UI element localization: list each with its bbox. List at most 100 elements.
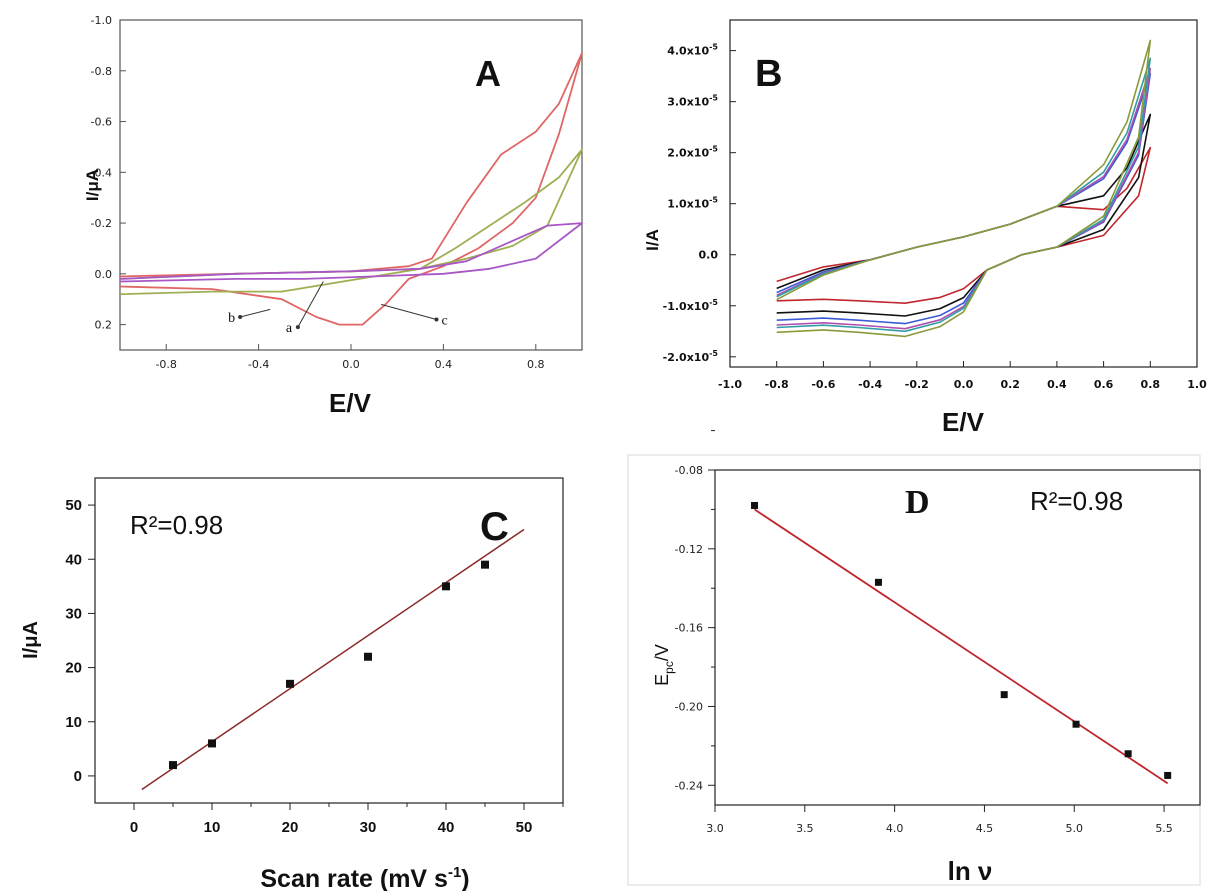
panel-c-xtick-label: 20 <box>282 819 299 836</box>
panel-d-ytick-label: -0.12 <box>675 543 703 556</box>
panel-b-ytick-label: 1.0x10-5 <box>667 196 718 211</box>
panel-b-xtick-label: 0.8 <box>1141 378 1161 391</box>
panel-c-data-point <box>169 761 177 770</box>
panel-d-xtick-label: 4.5 <box>976 822 994 835</box>
panel-c-data-point <box>364 652 372 661</box>
panel-d-ylabel-main: E <box>652 674 672 686</box>
panel-d-label: D <box>905 484 930 521</box>
panel-b-ytick-mantissa: 2.0x10 <box>667 147 709 160</box>
panel-b-xtick-label: 0.4 <box>1047 378 1067 391</box>
panel-a-label: A <box>475 53 501 94</box>
panel-c-ylabel: I/μA <box>20 621 42 659</box>
panel-a: -0.8 -0.4 0.0 0.4 0.8 -1.0 -0.8 -0.6 -0.4 -0.2 0.0… <box>83 14 583 418</box>
panel-b-ytick-label: 2.0x10-5 <box>667 145 718 160</box>
panel-b-label: B <box>755 53 782 95</box>
panel-b-xtick-label: -0.2 <box>905 378 929 391</box>
panel-b-xtick-label: -1.0 <box>718 378 742 391</box>
panel-d-ylabel-sub: pc <box>662 661 676 674</box>
panel-a-ytick-label: 0.2 <box>95 319 113 332</box>
panel-a-label-arrow-b <box>239 308 271 318</box>
panel-c-xtick-label: 50 <box>516 819 533 836</box>
panel-b: -1.0 -0.8 -0.6 -0.4 -0.2 0.0 0.2 0.4 0.6 0.8 1.0 -2… <box>643 19 1207 437</box>
panel-a-label-arrowhead-a <box>295 325 300 330</box>
panel-a-label-arrowhead-c <box>434 317 439 322</box>
panel-a-frame <box>119 19 583 351</box>
panel-b-xtick-label: 1.0 <box>1187 378 1207 391</box>
panel-c-ytick-label: 30 <box>65 605 82 622</box>
panel-b-ytick-exponent: -5 <box>709 43 718 52</box>
panel-b-ytick-mantissa: -1.0x10 <box>663 300 710 313</box>
panel-d-data-point <box>1072 720 1080 728</box>
panel-a-ytick-label: -0.4 <box>91 166 112 179</box>
panel-c-xtick-label: 40 <box>438 819 455 836</box>
panel-b-xtick-label: -0.6 <box>811 378 835 391</box>
panel-d-ytick-label: -0.08 <box>675 464 703 477</box>
panel-b-ytick-label: -2.0x10-5 <box>663 349 719 364</box>
panel-b-ytick-exponent: -5 <box>709 349 718 358</box>
panel-a-series-1 <box>119 52 583 326</box>
panel-c-xtick-label: 30 <box>360 819 377 836</box>
panel-d-fit-line <box>754 508 1169 785</box>
panel-d-data-point <box>1164 771 1172 779</box>
panel-c-xlabel-sup: -1 <box>448 864 461 881</box>
panel-b-xtick-label: 0.6 <box>1094 378 1114 391</box>
panel-c-data-point <box>442 582 450 591</box>
panel-b-ytick-exponent: -5 <box>709 298 718 307</box>
panel-c: 0 10 20 30 40 50 0 10 20 30 40 50 C R²=0.98 Scan ra… <box>20 477 564 891</box>
panel-b-series-5 <box>776 57 1152 333</box>
panel-b-ytick-label: 4.0x10-5 <box>667 43 718 58</box>
panel-b-series-2 <box>776 113 1152 317</box>
panel-b-xtick-label: 0.0 <box>954 378 974 391</box>
panel-b-xtick-label: 0.2 <box>1000 378 1020 391</box>
panel-d-r2: R²=0.98 <box>1030 486 1123 516</box>
panel-c-ytick-label: 40 <box>65 551 82 568</box>
panel-a-ytick-label: -0.6 <box>91 116 112 129</box>
panel-a-ytick-label: -0.8 <box>91 65 112 78</box>
panel-b-ytick-mantissa: 3.0x10 <box>667 96 709 109</box>
panel-b-xtick-label: -0.4 <box>858 378 882 391</box>
panel-c-data-point <box>208 739 216 748</box>
panel-b-xtick-label: -0.8 <box>765 378 789 391</box>
panel-c-xlabel: Scan rate (mV s-1) <box>260 864 469 891</box>
panel-b-ytick-label: -1.0x10-5 <box>663 298 719 313</box>
panel-c-r2: R²=0.98 <box>130 510 223 540</box>
panel-a-xtick-label: -0.4 <box>248 358 269 371</box>
panel-d-outer-border <box>627 454 1201 886</box>
panel-d-ylabel-end: /V <box>652 644 672 661</box>
panel-a-curve-label-b: b <box>228 311 235 326</box>
panel-b-ytick-exponent: -5 <box>709 94 718 103</box>
panel-d-ytick-label: -0.24 <box>675 779 703 792</box>
panel-d-xtick-label: 5.0 <box>1066 822 1084 835</box>
panel-c-data-point <box>286 679 294 688</box>
panel-c-ytick-label: 0 <box>74 768 82 785</box>
panel-c-xlabel-main: Scan rate (mV s <box>260 865 448 891</box>
panel-d-xtick-label: 3.0 <box>706 822 724 835</box>
panel-b-ytick-label: 0.0 <box>699 249 719 262</box>
panel-b-ytick-mantissa: 1.0x10 <box>667 198 709 211</box>
panel-c-xtick-label: 10 <box>204 819 221 836</box>
panel-a-curve-label-c: c <box>441 314 447 329</box>
panel-c-data-point <box>481 560 489 569</box>
panel-d-ytick-label: -0.20 <box>675 700 703 713</box>
panel-a-ytick-label: -0.2 <box>91 217 112 230</box>
panel-b-ytick-exponent: -5 <box>709 145 718 154</box>
panel-a-xtick-label: 0.8 <box>527 358 545 371</box>
panel-b-ytick-mantissa: -2.0x10 <box>663 351 710 364</box>
panel-d-ytick-label: -0.16 <box>675 622 703 635</box>
panel-a-xtick-label: 0.0 <box>342 358 360 371</box>
panel-c-ytick-label: 10 <box>65 714 82 731</box>
panel-a-xlabel: E/V <box>329 388 372 418</box>
panel-b-ytick-mantissa: 0.0 <box>699 249 719 262</box>
panel-c-ytick-label: 50 <box>65 497 82 514</box>
panel-d-xtick-label: 4.0 <box>886 822 904 835</box>
panel-d-data-point <box>1000 691 1008 699</box>
panel-a-curve-label-a: a <box>286 321 293 336</box>
panel-c-xtick-label: 0 <box>130 819 138 836</box>
panel-c-label: C <box>480 505 509 549</box>
panel-a-ylabel: I/μA <box>83 169 102 201</box>
panel-b-ylabel: I/A <box>643 229 662 251</box>
panel-a-xtick-label: -0.8 <box>155 358 176 371</box>
panel-b-series-6 <box>776 39 1152 338</box>
panel-a-ytick-label: -1.0 <box>91 14 112 27</box>
